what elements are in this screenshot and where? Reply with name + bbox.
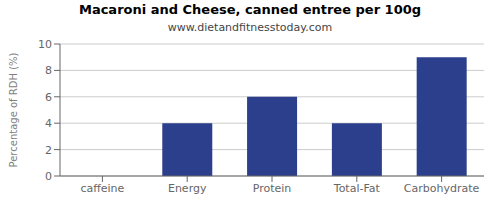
svg-text:Carbohydrate: Carbohydrate <box>404 182 480 195</box>
svg-text:Protein: Protein <box>253 182 292 195</box>
svg-text:2: 2 <box>45 144 52 157</box>
html-text:Macaroni and Cheese, canned en: Macaroni and Cheese, canned entree per 1… <box>79 2 421 17</box>
svg-text:8: 8 <box>45 64 52 77</box>
svg-text:4: 4 <box>45 117 52 130</box>
html-text:www.dietandfitnesstoday.com: www.dietandfitnesstoday.com <box>167 21 333 34</box>
svg-text:6: 6 <box>45 91 52 104</box>
svg-text:10: 10 <box>38 38 52 51</box>
svg-text:Percentage of RDH (%): Percentage of RDH (%) <box>8 52 19 167</box>
svg-text:Total-Fat: Total-Fat <box>333 182 381 195</box>
svg-text:caffeine: caffeine <box>80 182 124 195</box>
svg-text:0: 0 <box>45 170 52 183</box>
svg-text:Energy: Energy <box>168 182 207 195</box>
